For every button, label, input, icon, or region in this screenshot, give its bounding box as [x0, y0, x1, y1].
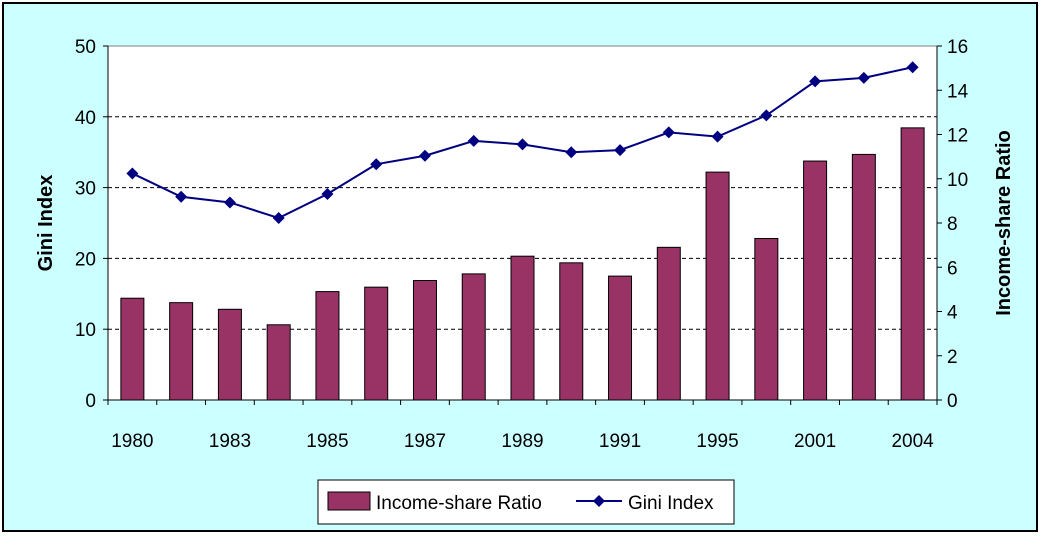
x-tick-label: 1980: [111, 431, 153, 452]
point-1983: [223, 196, 236, 209]
legend-label-bar: Income-share Ratio: [376, 493, 542, 514]
point-1985: [321, 187, 334, 200]
point-1990: [565, 146, 578, 159]
y-tick-label-left: 20: [75, 249, 96, 270]
legend-marker-line: [593, 495, 605, 507]
bar-1987: [412, 280, 437, 401]
x-tick-label: 1989: [501, 431, 543, 452]
legend-swatch-bar: [327, 491, 371, 511]
x-tick-label: 2004: [891, 431, 934, 452]
y-tick-label-left: 10: [75, 320, 96, 341]
bar-1993: [656, 246, 681, 401]
point-1980: [126, 167, 139, 180]
point-1988: [467, 134, 480, 147]
x-axis-ticks: 1980 1983 1985 1987 1989 1991 1995 2001 2004: [107, 400, 938, 452]
bar-2004: [900, 127, 925, 401]
y-tick-label-left: 0: [85, 391, 96, 412]
bar-1982: [169, 302, 194, 401]
bar-1984: [266, 324, 291, 401]
y-tick-label-left: 50: [75, 37, 96, 58]
x-tick-label: 2001: [794, 431, 836, 452]
y-tick-label-left: 40: [75, 108, 96, 129]
y-axis-right-ticks: 0 2 4 6 8 10 12 14 16: [937, 37, 969, 412]
legend-label-line: Gini Index: [628, 493, 714, 514]
y-tick-label-right: 14: [947, 81, 969, 102]
bar-1995: [705, 171, 730, 401]
y-tick-label-left: 30: [75, 179, 96, 200]
bar-2001: [803, 160, 828, 401]
y-tick-label-right: 2: [947, 347, 958, 368]
point-2004: [906, 61, 919, 74]
x-tick-label: 1985: [306, 431, 348, 452]
point-1989: [516, 138, 529, 151]
point-1982: [175, 190, 188, 203]
x-tick-label: 1995: [696, 431, 738, 452]
y-tick-label-right: 16: [947, 37, 968, 58]
point-1993: [662, 126, 675, 139]
point-1995: [711, 130, 724, 143]
bar-1985: [315, 291, 340, 401]
x-tick-label: 1991: [599, 431, 641, 452]
bar-1991: [608, 275, 633, 401]
point-2002: [857, 71, 870, 84]
y-tick-label-right: 6: [947, 258, 958, 279]
y-axis-left-title: Gini Index: [35, 175, 57, 272]
bar-1989: [510, 255, 535, 401]
y-tick-label-right: 10: [947, 170, 968, 191]
bar-series: [120, 127, 925, 401]
point-1998: [760, 109, 773, 122]
x-tick-label: 1987: [404, 431, 446, 452]
y-axis-right-title: Income-share Ratio: [993, 130, 1015, 316]
point-2001: [809, 75, 822, 88]
bar-2002: [851, 153, 876, 401]
y-axis-left-ticks: 0 10 20 30 40 50: [75, 37, 108, 412]
point-1987: [418, 149, 431, 162]
bar-1980: [120, 297, 145, 401]
point-1984: [272, 212, 285, 225]
bar-1990: [559, 262, 584, 401]
bar-1983: [217, 308, 242, 401]
y-tick-label-right: 12: [947, 126, 968, 147]
y-tick-label-right: 8: [947, 214, 958, 235]
point-1991: [614, 144, 627, 157]
y-tick-label-right: 4: [947, 303, 958, 324]
y-tick-label-right: 0: [947, 391, 958, 412]
x-tick-label: 1983: [209, 431, 251, 452]
line-series: [126, 61, 919, 225]
legend-box: [317, 479, 735, 525]
bar-1988: [461, 273, 486, 401]
point-1986: [370, 158, 383, 171]
legend: Income-share Ratio Gini Index: [317, 479, 735, 525]
bar-1986: [364, 286, 389, 401]
bar-1998: [754, 237, 779, 401]
